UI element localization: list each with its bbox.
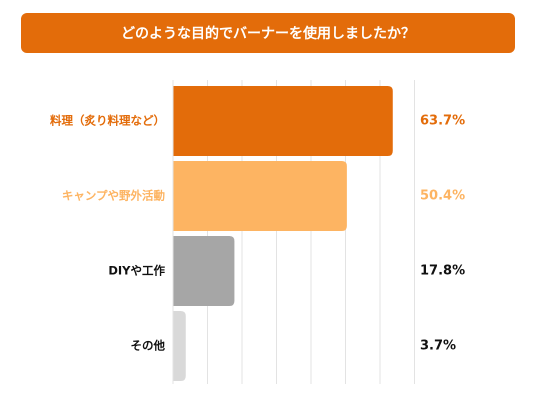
category-label: その他 [131,339,166,353]
value-label: 50.4% [420,189,465,204]
chart-title: どのような目的でバーナーを使用しましたか？ [21,13,515,53]
bar [173,311,186,381]
value-label: 3.7% [420,339,456,354]
value-label: 17.8% [420,264,465,279]
bar [173,161,347,231]
category-label: DIYや工作 [108,264,165,278]
category-label: 料理（炙り料理など） [50,114,165,128]
bar [173,86,393,156]
value-label: 63.7% [420,114,465,129]
bar [173,236,235,306]
category-label: キャンプや野外活動 [62,189,166,203]
